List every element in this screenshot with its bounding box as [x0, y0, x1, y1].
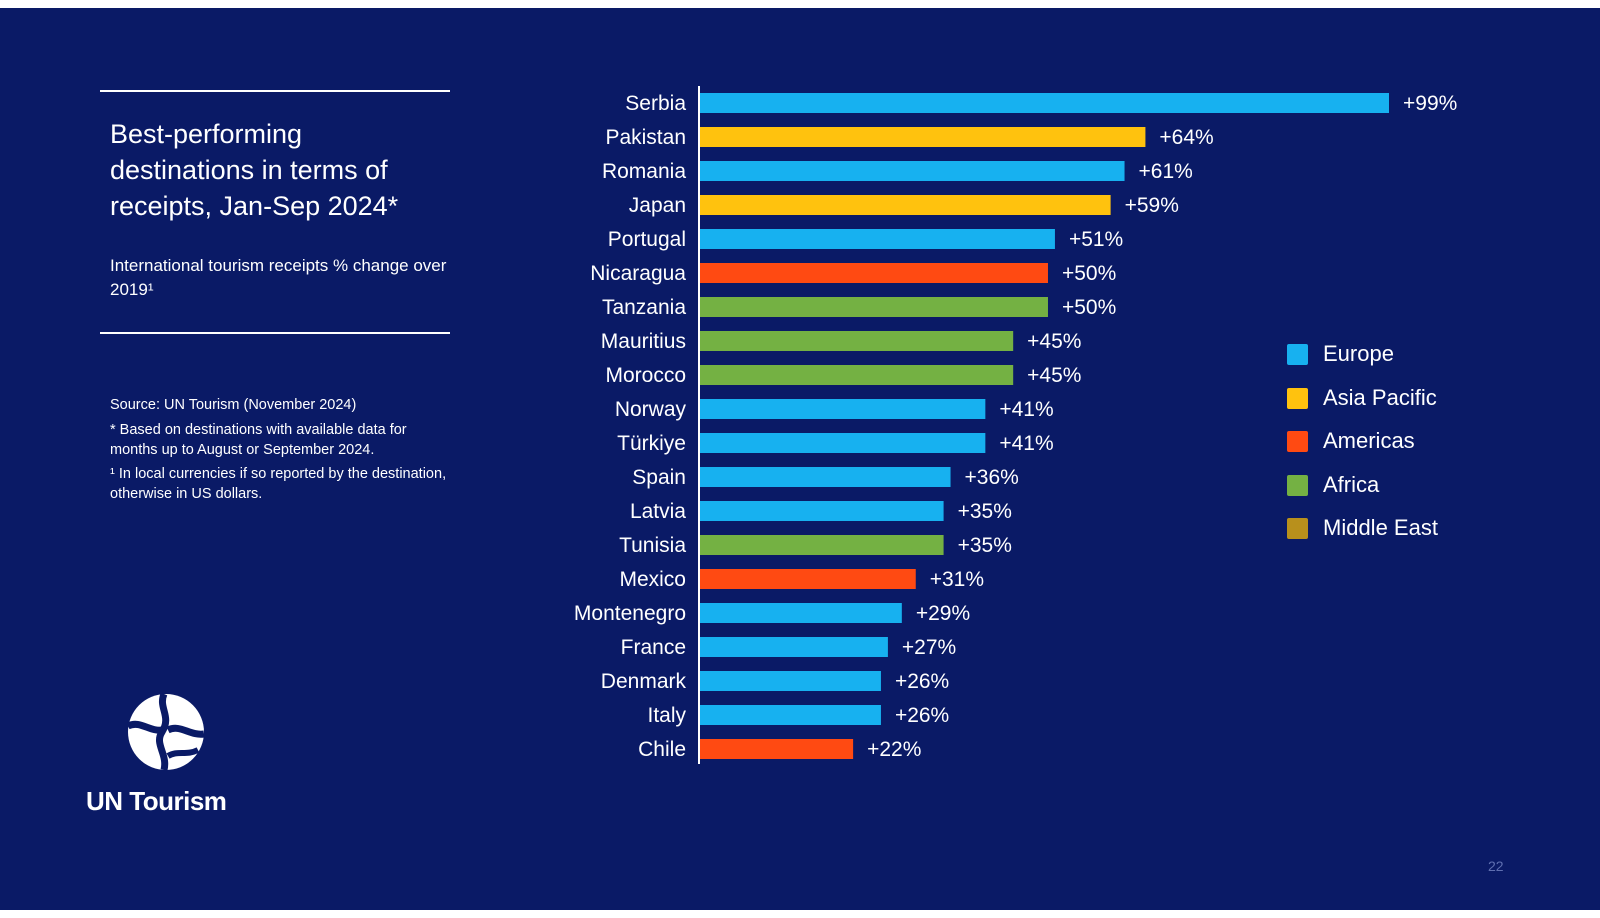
bar	[700, 127, 1146, 147]
value-label: +29%	[916, 602, 970, 625]
category-label: Mexico	[619, 568, 686, 591]
legend-label: Africa	[1323, 471, 1380, 497]
category-label: Norway	[615, 398, 687, 421]
page-number: 22	[1488, 858, 1504, 874]
value-label: +50%	[1062, 296, 1116, 319]
bar	[700, 263, 1048, 283]
category-label: Nicaragua	[590, 262, 686, 285]
value-label: +59%	[1125, 194, 1179, 217]
value-label: +41%	[999, 398, 1053, 421]
category-label: Tunisia	[619, 534, 686, 557]
value-label: +22%	[867, 738, 921, 761]
source-note: Source: UN Tourism (November 2024)	[110, 397, 357, 413]
bar	[700, 671, 881, 691]
chart-title: Best-performing destinations in terms of…	[110, 119, 399, 221]
category-label: Morocco	[605, 364, 686, 387]
value-label: +36%	[965, 466, 1019, 489]
value-label: +35%	[958, 534, 1012, 557]
category-label: Mauritius	[601, 330, 686, 353]
un-tourism-logo-icon	[126, 692, 205, 771]
bar	[700, 161, 1125, 181]
bar	[700, 399, 986, 419]
bar-chart: Serbia +99% Pakistan +64% Romania +61% Japan +5…	[574, 86, 1457, 764]
category-label: Chile	[638, 738, 686, 761]
bar	[700, 467, 951, 487]
legend-swatch	[1287, 431, 1308, 452]
value-label: +99%	[1403, 92, 1457, 115]
legend-swatch	[1287, 387, 1308, 409]
top-divider	[100, 90, 450, 92]
category-label: Japan	[629, 194, 686, 217]
legend-label: Europe	[1323, 341, 1394, 366]
bar	[700, 501, 944, 521]
bar	[700, 433, 986, 453]
bar	[700, 739, 854, 759]
value-label: +35%	[958, 500, 1012, 523]
bar	[700, 637, 888, 657]
bar	[700, 569, 916, 589]
slide: Best-performing destinations in terms of…	[0, 8, 1600, 910]
value-label: +45%	[1027, 330, 1081, 353]
bar	[700, 297, 1048, 317]
value-label: +31%	[930, 568, 984, 591]
bar	[700, 195, 1111, 215]
category-label: Türkiye	[617, 432, 686, 455]
category-label: Pakistan	[605, 126, 686, 149]
bar	[700, 365, 1014, 385]
value-label: +27%	[902, 636, 956, 659]
footnote-asterisk: * Based on destinations with available d…	[110, 422, 407, 458]
category-label: Serbia	[625, 92, 686, 115]
value-label: +61%	[1139, 160, 1193, 183]
chart-subtitle: International tourism receipts % change …	[110, 256, 447, 299]
bar	[700, 535, 944, 555]
value-label: +26%	[895, 704, 949, 727]
legend-swatch	[1287, 344, 1308, 365]
value-label: +45%	[1027, 364, 1081, 387]
category-label: Tanzania	[602, 296, 686, 319]
category-label: France	[621, 636, 686, 659]
value-label: +26%	[895, 670, 949, 693]
bar	[700, 603, 902, 623]
category-label: Montenegro	[574, 602, 686, 625]
bottom-divider	[100, 332, 450, 334]
legend-label: Americas	[1323, 428, 1415, 453]
bar	[700, 229, 1055, 249]
logo-text: UN Tourism	[86, 786, 227, 816]
category-label: Denmark	[601, 670, 687, 693]
category-label: Portugal	[608, 228, 686, 251]
value-label: +50%	[1062, 262, 1116, 285]
value-label: +41%	[999, 432, 1053, 455]
bar	[700, 705, 881, 725]
legend-label: Asia Pacific	[1323, 384, 1437, 410]
category-label: Italy	[647, 704, 686, 727]
category-label: Romania	[602, 160, 686, 183]
value-label: +64%	[1159, 126, 1213, 149]
category-label: Spain	[632, 466, 686, 489]
footnote-one: ¹ In local currencies if so reported by …	[110, 466, 447, 502]
legend-swatch	[1287, 474, 1308, 496]
legend-swatch	[1287, 518, 1308, 539]
value-label: +51%	[1069, 228, 1123, 251]
bar	[700, 93, 1389, 113]
legend-label: Middle East	[1323, 515, 1438, 540]
bar	[700, 331, 1014, 351]
category-label: Latvia	[630, 500, 686, 523]
